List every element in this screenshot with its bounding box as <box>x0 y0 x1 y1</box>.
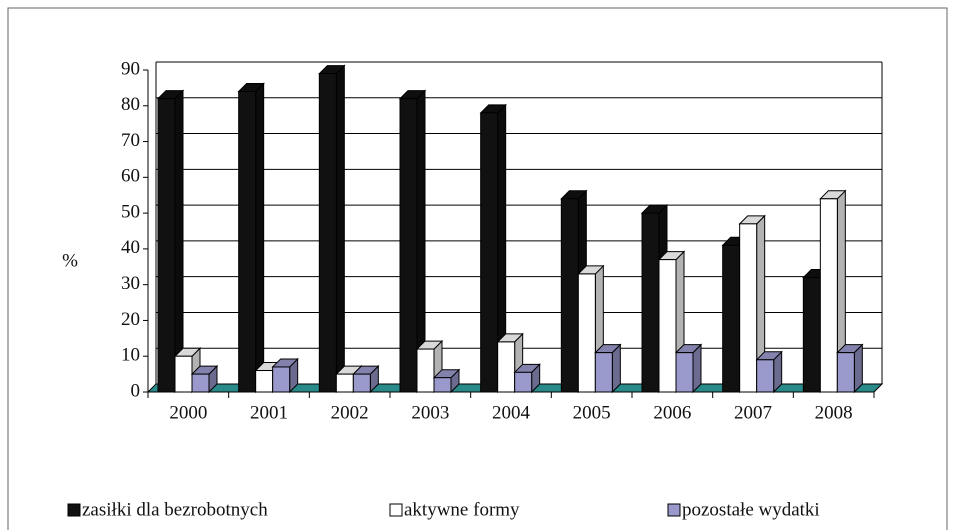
bar-front <box>238 90 257 393</box>
bar <box>432 368 461 394</box>
y-tick-label: 80 <box>121 94 140 115</box>
bar-front <box>819 198 838 393</box>
frame <box>7 7 948 530</box>
bar-front <box>836 352 855 393</box>
bar-front <box>497 341 516 393</box>
bar <box>318 64 346 394</box>
y-axis-label: % <box>62 250 78 271</box>
legend-swatch <box>67 503 81 517</box>
x-tick-label: 2006 <box>653 402 691 423</box>
bar-front <box>335 373 354 393</box>
bar-front <box>399 98 418 393</box>
y-tick-label: 70 <box>121 130 140 151</box>
bar-front <box>560 198 579 393</box>
bar <box>819 189 847 394</box>
bar-front <box>722 244 741 393</box>
bar <box>415 339 444 394</box>
bar <box>674 343 703 394</box>
bar-side <box>255 82 265 394</box>
y-tick-label: 30 <box>121 273 140 294</box>
legend-label: aktywne formy <box>404 499 520 520</box>
bar <box>271 357 299 394</box>
bar <box>738 214 766 394</box>
bar-front <box>756 359 775 393</box>
y-tick-label: 60 <box>121 166 140 187</box>
bar-front <box>318 73 337 393</box>
bar-front <box>255 370 274 393</box>
legend-label: pozostałe wydatki <box>682 499 820 520</box>
bar-front <box>739 223 758 393</box>
x-tick-label: 2004 <box>492 402 531 423</box>
bar-front <box>416 348 435 393</box>
bar <box>755 350 783 394</box>
bar-side <box>335 64 345 394</box>
bar-front <box>594 352 613 393</box>
bar <box>398 89 427 394</box>
bar <box>237 82 265 394</box>
bar <box>594 343 622 394</box>
bar-front <box>352 373 371 393</box>
legend-swatch <box>389 503 403 517</box>
bar-side <box>174 89 184 394</box>
bar-front <box>658 259 677 393</box>
y-tick-label: 10 <box>121 345 140 366</box>
bar-front <box>641 212 660 393</box>
legend-swatch <box>667 503 681 517</box>
bar-front <box>174 355 193 393</box>
y-tick-label: 40 <box>121 237 140 258</box>
x-tick-label: 2005 <box>573 402 611 423</box>
bar <box>190 364 219 394</box>
bar <box>352 364 380 394</box>
bar-front <box>480 112 499 393</box>
bar-front <box>514 371 533 393</box>
bar-front <box>272 366 291 393</box>
y-tick-label: 90 <box>121 58 140 79</box>
x-tick-label: 2002 <box>331 402 369 423</box>
x-tick-label: 2001 <box>250 402 288 423</box>
bar <box>513 363 541 394</box>
x-tick-label: 2003 <box>411 402 449 423</box>
bar <box>156 89 185 394</box>
x-tick-label: 2000 <box>169 402 207 423</box>
bar-front <box>191 373 210 393</box>
x-tick-label: 2008 <box>815 402 853 423</box>
y-tick-label: 0 <box>131 380 141 401</box>
bar-front <box>675 352 694 393</box>
bar-front <box>577 273 596 393</box>
bar-front <box>157 98 176 393</box>
x-tick-label: 2007 <box>734 402 772 423</box>
bar-front <box>802 277 821 393</box>
bar <box>836 343 864 394</box>
y-tick-label: 20 <box>121 309 140 330</box>
legend-label: zasiłki dla bezrobotnych <box>82 499 268 520</box>
bar-front <box>433 377 452 393</box>
y-tick-label: 50 <box>121 201 140 222</box>
bar <box>479 103 507 394</box>
